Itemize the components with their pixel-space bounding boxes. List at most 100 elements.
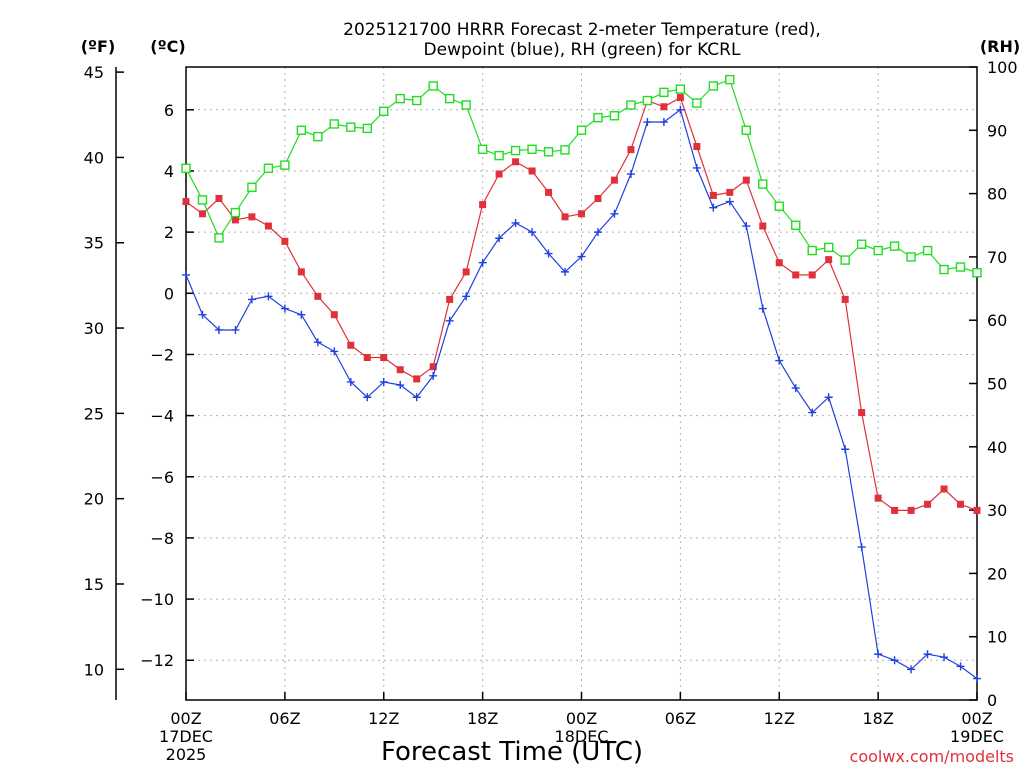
dewpoint-point — [412, 393, 421, 402]
rh-tick-label: 40 — [987, 438, 1007, 457]
temperature-point — [479, 201, 487, 209]
temperature-point — [792, 271, 800, 279]
dewpoint-point — [396, 381, 405, 390]
x-tick-label: 06Z — [665, 709, 696, 728]
temperature-point — [693, 143, 701, 151]
temperature-point — [330, 311, 338, 319]
fahrenheit-tick-label: 15 — [84, 575, 104, 594]
rh-tick-label: 80 — [987, 185, 1007, 204]
temperature-point — [561, 213, 569, 221]
temperature-point — [231, 216, 239, 224]
temperature-point — [528, 167, 536, 175]
x-date-label: 17DEC — [159, 727, 213, 746]
rh-point — [774, 201, 784, 211]
rh-point — [675, 84, 686, 94]
grid-lines — [186, 67, 977, 700]
dewpoint-point — [495, 234, 504, 243]
rh-point — [346, 122, 356, 132]
temperature-point — [248, 213, 256, 221]
rh-axis-unit: (RH) — [980, 37, 1020, 56]
data-series — [181, 74, 982, 683]
dewpoint-point — [544, 249, 553, 258]
temperature-point — [759, 222, 767, 230]
celsius-axis-unit: (ºC) — [150, 37, 185, 56]
rh-point — [873, 245, 883, 256]
rh-point — [362, 123, 372, 134]
fahrenheit-tick-label: 30 — [84, 319, 104, 338]
temperature-point — [281, 237, 289, 245]
temperature-point — [297, 268, 305, 276]
dewpoint-point — [758, 304, 767, 313]
x-year-label: 2025 — [166, 745, 207, 764]
rh-tick-label: 0 — [987, 691, 997, 710]
fahrenheit-tick-label: 45 — [84, 63, 104, 82]
x-tick-label: 00Z — [961, 709, 992, 728]
temperature-point — [314, 292, 322, 300]
dewpoint-point — [264, 292, 273, 301]
rh-tick-label: 50 — [987, 375, 1007, 394]
chart-title-line2: Dewpoint (blue), RH (green) for KCRL — [424, 40, 741, 60]
rh-point — [247, 182, 257, 192]
rh-tick-label: 10 — [987, 628, 1007, 647]
dewpoint-point — [973, 674, 981, 683]
temperature-point — [380, 354, 388, 362]
temperature-point — [578, 210, 585, 218]
celsius-tick-label: −4 — [150, 407, 174, 426]
rh-point — [807, 245, 817, 256]
temperature-point — [775, 259, 783, 267]
dewpoint-point — [725, 197, 734, 206]
dewpoint-point — [561, 267, 570, 276]
dewpoint-point — [429, 371, 438, 380]
dewpoint-point — [709, 203, 718, 212]
dewpoint-point — [379, 377, 388, 386]
rh-point — [906, 252, 916, 262]
rh-point — [560, 145, 570, 155]
dewpoint-point — [775, 356, 784, 365]
dewpoint-point — [923, 650, 932, 659]
rh-point — [494, 150, 504, 161]
dewpoint-point — [841, 445, 850, 454]
fahrenheit-tick-label: 35 — [84, 234, 104, 253]
dewpoint-series — [182, 105, 981, 683]
rh-point — [181, 163, 191, 173]
dewpoint-point — [808, 408, 817, 417]
temperature-point — [907, 506, 915, 514]
rh-point — [379, 106, 389, 117]
temperature-point — [512, 158, 520, 166]
x-tick-label: 00Z — [170, 709, 201, 728]
temperature-point — [924, 500, 932, 508]
rh-point — [725, 74, 735, 85]
rh-point — [527, 144, 537, 154]
x-tick-label: 18Z — [467, 709, 498, 728]
temperature-point — [545, 188, 553, 196]
rh-point — [296, 125, 307, 136]
dewpoint-point — [182, 270, 190, 279]
rh-point — [230, 207, 241, 218]
temperature-point — [610, 176, 618, 184]
chart-title-line1: 2025121700 HRRR Forecast 2-meter Tempera… — [343, 20, 821, 40]
x-tick-label: 00Z — [566, 709, 597, 728]
rh-point — [758, 179, 768, 189]
dewpoint-point — [659, 118, 668, 127]
temperature-point — [627, 146, 635, 154]
x-axis-label: Forecast Time (UTC) — [381, 737, 643, 767]
dewpoint-point — [643, 118, 652, 127]
temperature-point — [660, 103, 668, 111]
rh-point — [543, 147, 554, 157]
rh-point — [889, 241, 900, 251]
rh-point — [609, 111, 620, 121]
celsius-tick-label: −10 — [140, 590, 174, 609]
dewpoint-point — [462, 292, 471, 301]
temperature-point — [215, 194, 223, 202]
celsius-tick-label: 4 — [164, 162, 174, 181]
rh-point — [428, 81, 438, 91]
dewpoint-point — [940, 653, 949, 662]
dewpoint-point — [824, 393, 833, 402]
rh-tick-label: 20 — [987, 564, 1007, 583]
rh-point — [329, 119, 340, 129]
rh-point — [461, 100, 471, 110]
rh-point — [395, 93, 405, 104]
dewpoint-point — [956, 662, 965, 671]
rh-point — [280, 160, 290, 170]
x-tick-label: 12Z — [764, 709, 795, 728]
